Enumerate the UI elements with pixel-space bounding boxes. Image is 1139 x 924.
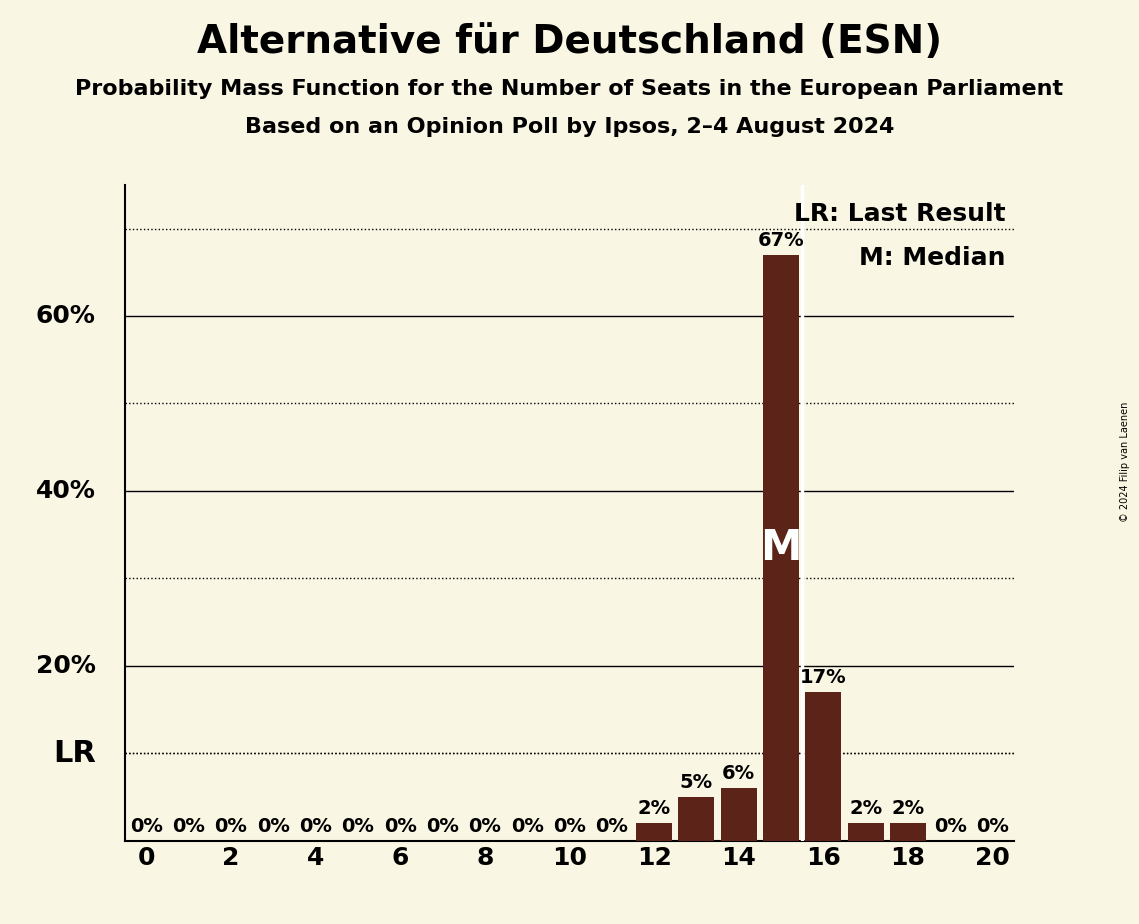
Text: 0%: 0% [172,817,205,835]
Text: 0%: 0% [342,817,375,835]
Text: Probability Mass Function for the Number of Seats in the European Parliament: Probability Mass Function for the Number… [75,79,1064,99]
Text: 20%: 20% [35,654,96,678]
Text: Alternative für Deutschland (ESN): Alternative für Deutschland (ESN) [197,23,942,61]
Text: © 2024 Filip van Laenen: © 2024 Filip van Laenen [1121,402,1130,522]
Text: 0%: 0% [384,817,417,835]
Text: 5%: 5% [680,772,713,792]
Bar [890,823,926,841]
Text: 2%: 2% [638,799,671,818]
Bar [679,797,714,841]
Bar [805,692,842,841]
Text: 2%: 2% [892,799,925,818]
Bar [636,823,672,841]
Text: 0%: 0% [426,817,459,835]
Text: M: Median: M: Median [859,246,1006,270]
Text: 60%: 60% [35,304,96,328]
Text: 0%: 0% [468,817,501,835]
Text: M: M [760,527,802,569]
Text: 0%: 0% [257,817,289,835]
Text: Based on an Opinion Poll by Ipsos, 2–4 August 2024: Based on an Opinion Poll by Ipsos, 2–4 A… [245,117,894,138]
Text: 67%: 67% [757,230,804,249]
Text: 0%: 0% [214,817,247,835]
Text: 0%: 0% [300,817,333,835]
Text: 2%: 2% [849,799,883,818]
Text: 6%: 6% [722,764,755,784]
Text: 0%: 0% [510,817,543,835]
Bar [763,255,800,841]
Bar [847,823,884,841]
Text: 0%: 0% [934,817,967,835]
Text: LR: LR [52,739,96,768]
Text: 17%: 17% [800,668,846,687]
Text: 40%: 40% [35,479,96,503]
Bar [721,788,756,841]
Text: 0%: 0% [596,817,629,835]
Text: 0%: 0% [554,817,585,835]
Text: 0%: 0% [976,817,1009,835]
Text: 0%: 0% [130,817,163,835]
Text: LR: Last Result: LR: Last Result [794,202,1006,226]
